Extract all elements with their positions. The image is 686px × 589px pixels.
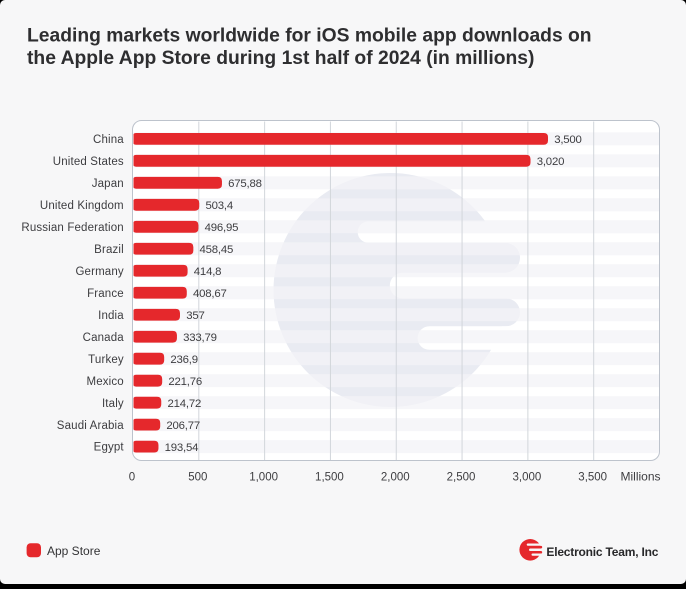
svg-text:1,500: 1,500	[315, 472, 344, 484]
svg-text:3,500: 3,500	[554, 134, 582, 146]
svg-text:Germany: Germany	[75, 266, 123, 278]
svg-text:App Store: App Store	[47, 544, 101, 558]
svg-text:Mexico: Mexico	[86, 376, 123, 388]
svg-text:Canada: Canada	[83, 332, 125, 344]
svg-text:1,000: 1,000	[249, 472, 278, 484]
svg-text:Italy: Italy	[102, 398, 124, 410]
svg-text:Japan: Japan	[92, 178, 124, 190]
svg-text:Millions: Millions	[621, 470, 661, 484]
svg-text:408,67: 408,67	[193, 288, 227, 300]
svg-text:236,9: 236,9	[170, 354, 198, 366]
svg-text:Egypt: Egypt	[94, 442, 125, 454]
svg-text:China: China	[93, 134, 124, 146]
svg-text:500: 500	[188, 472, 207, 484]
svg-text:357: 357	[186, 310, 204, 322]
svg-text:193,54: 193,54	[165, 442, 199, 454]
svg-text:414,8: 414,8	[194, 266, 222, 278]
svg-text:the Apple App Store during 1st: the Apple App Store during 1st half of 2…	[27, 48, 534, 69]
svg-text:France: France	[87, 288, 124, 300]
svg-text:2,000: 2,000	[381, 472, 410, 484]
svg-text:3,000: 3,000	[512, 472, 541, 484]
svg-text:Saudi Arabia: Saudi Arabia	[57, 420, 124, 432]
svg-text:Russian Federation: Russian Federation	[21, 222, 123, 234]
svg-text:206,77: 206,77	[166, 420, 200, 432]
svg-text:Electronic Team, Inc: Electronic Team, Inc	[546, 545, 658, 559]
svg-text:214,72: 214,72	[167, 398, 201, 410]
svg-text:221,76: 221,76	[168, 376, 202, 388]
svg-text:Turkey: Turkey	[88, 354, 124, 366]
svg-text:496,95: 496,95	[205, 222, 239, 234]
svg-text:458,45: 458,45	[200, 244, 234, 256]
svg-text:3,500: 3,500	[578, 472, 607, 484]
svg-text:2,500: 2,500	[447, 472, 476, 484]
svg-text:0: 0	[129, 472, 135, 484]
svg-text:3,020: 3,020	[537, 156, 565, 168]
svg-text:United States: United States	[53, 156, 124, 168]
svg-text:333,79: 333,79	[183, 332, 217, 344]
svg-text:Leading markets worldwide for: Leading markets worldwide for iOS mobile…	[27, 26, 592, 47]
svg-text:India: India	[98, 310, 124, 322]
svg-text:503,4: 503,4	[205, 200, 233, 212]
svg-text:Brazil: Brazil	[94, 244, 124, 256]
svg-text:United Kingdom: United Kingdom	[40, 200, 124, 212]
svg-text:675,88: 675,88	[228, 178, 262, 190]
